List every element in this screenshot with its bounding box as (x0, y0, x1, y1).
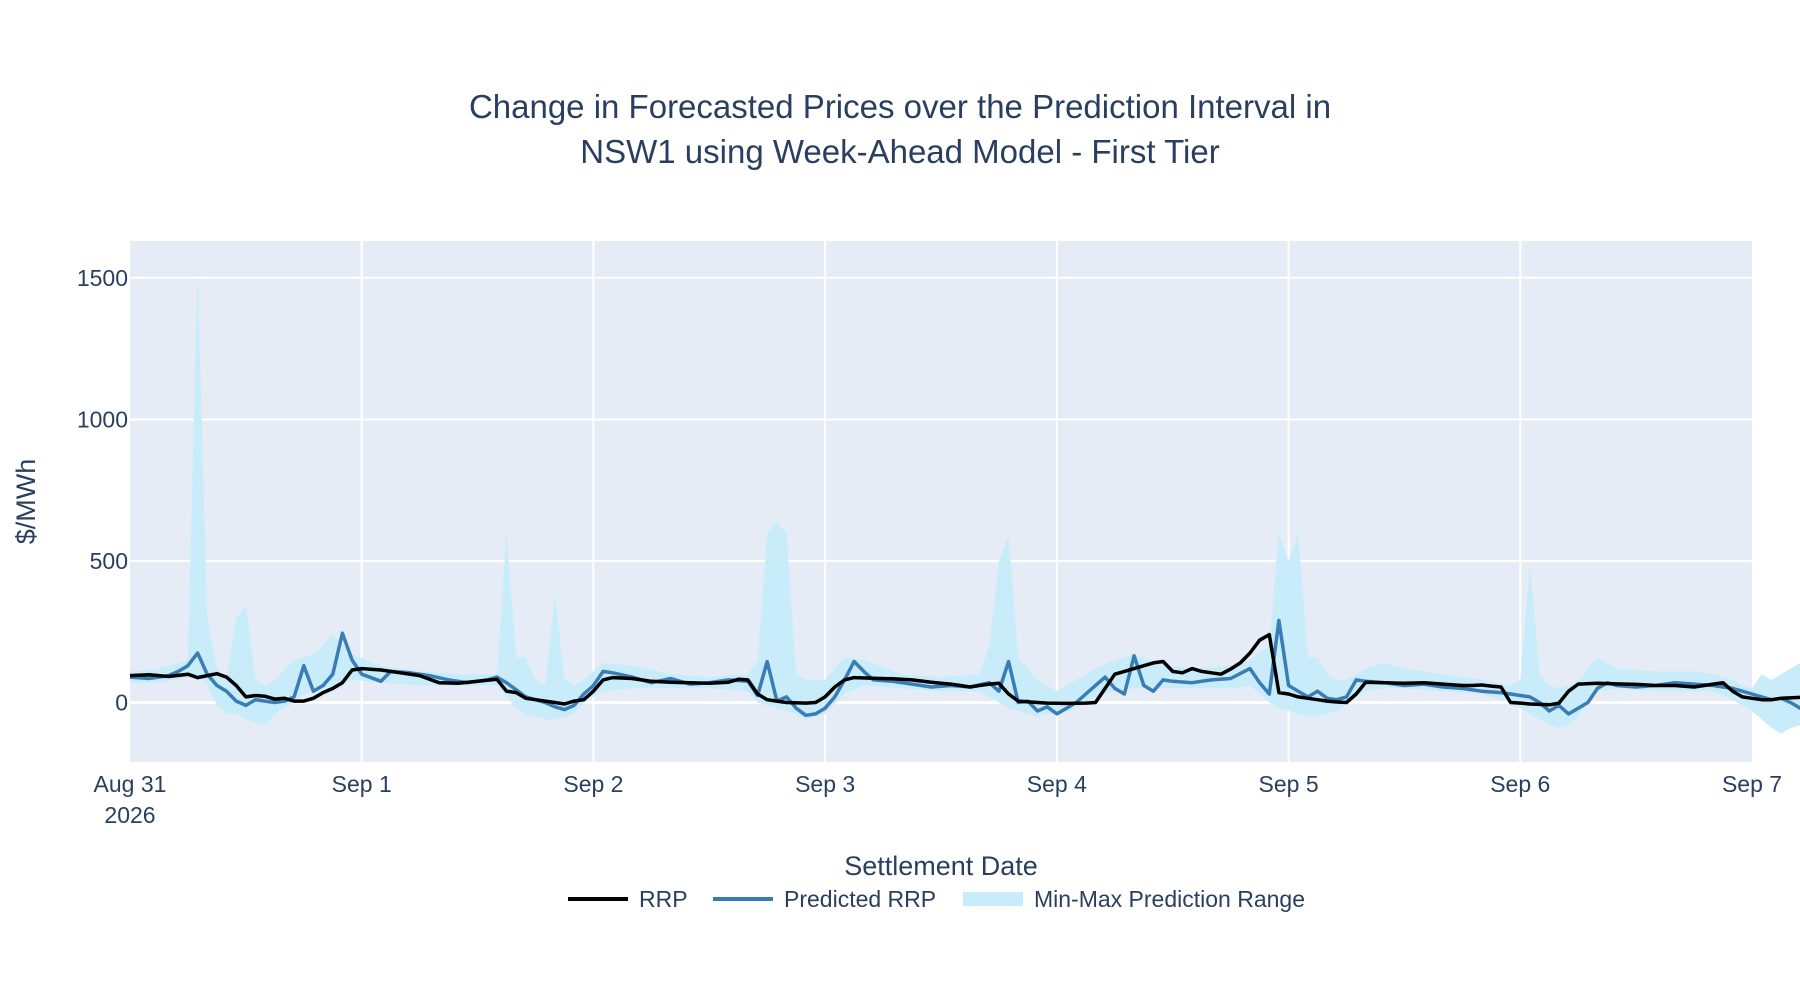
legend-item-predicted-rrp[interactable]: Predicted RRP (713, 886, 936, 912)
y-tick-label: 0 (115, 690, 128, 716)
legend-label: Min-Max Prediction Range (1034, 886, 1305, 912)
x-tick-label: Aug 31 (94, 771, 167, 797)
rrp-line (129, 632, 1800, 707)
y-axis-title: $/MWh (11, 459, 41, 545)
legend-item-min-max-prediction-range[interactable]: Min-Max Prediction Range (963, 886, 1305, 912)
x-tick-sublabel: 2026 (104, 802, 155, 828)
y-tick-label: 1000 (77, 406, 128, 432)
x-tick-label: Sep 3 (795, 771, 855, 797)
series-layer (129, 269, 1800, 734)
x-tick-label: Sep 5 (1259, 771, 1319, 797)
x-tick-label: Sep 2 (563, 771, 623, 797)
legend: RRP Predicted RRP Min-Max Prediction Range (568, 886, 1305, 912)
axis-labels: 0 500 1000 1500 Aug 31 2026 Sep 1 Sep 2 Sep 3 Sep… (77, 265, 1782, 828)
chart-title: Change in Forecasted Prices over the Pre… (0, 84, 1800, 174)
x-tick-label: Sep 7 (1722, 771, 1782, 797)
y-tick-label: 500 (90, 548, 128, 574)
x-axis-title: Settlement Date (844, 851, 1038, 881)
chart-title-line-1: Change in Forecasted Prices over the Pre… (468, 88, 1332, 125)
x-tick-label: Sep 4 (1027, 771, 1087, 797)
legend-label: RRP (639, 886, 688, 912)
x-tick-label: Sep 1 (332, 771, 392, 797)
legend-item-rrp[interactable]: RRP (568, 886, 688, 912)
x-tick-label: Sep 6 (1490, 771, 1550, 797)
y-tick-label: 1500 (77, 265, 128, 291)
legend-swatch (963, 892, 1023, 906)
chart-title-line-2: NSW1 using Week-Ahead Model - First Tier (580, 133, 1220, 170)
legend-label: Predicted RRP (784, 886, 936, 912)
